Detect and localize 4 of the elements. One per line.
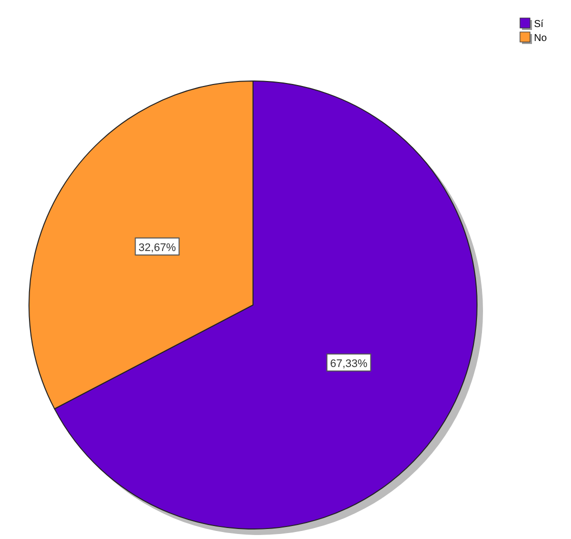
data-label: 32,67%: [138, 242, 176, 254]
data-label: 67,33%: [330, 358, 368, 370]
legend-label: No: [534, 33, 548, 44]
legend-label: Sí: [534, 19, 544, 30]
